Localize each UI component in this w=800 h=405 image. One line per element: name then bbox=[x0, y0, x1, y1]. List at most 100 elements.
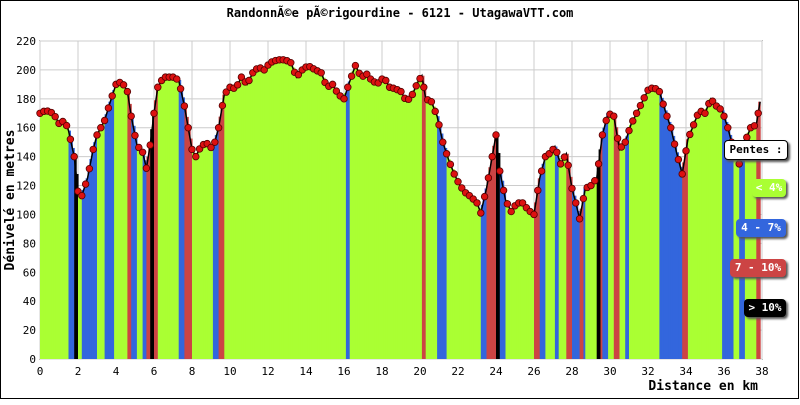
elevation-point bbox=[686, 130, 694, 139]
slope-bar bbox=[353, 65, 356, 359]
slope-bar bbox=[661, 97, 664, 359]
legend-item-gt10: > 10% bbox=[744, 299, 786, 317]
elevation-point bbox=[351, 61, 360, 70]
slope-bar bbox=[182, 97, 185, 359]
elevation-point bbox=[754, 109, 762, 117]
slope-bar bbox=[249, 76, 252, 360]
slope-bar bbox=[399, 90, 402, 360]
elevation-point bbox=[499, 186, 508, 195]
slope-bar bbox=[562, 157, 565, 359]
slope-bar bbox=[66, 125, 70, 360]
slope-bar bbox=[480, 204, 484, 359]
slope-bar bbox=[212, 142, 216, 359]
slope-bar bbox=[368, 76, 372, 360]
elevation-point bbox=[104, 104, 113, 112]
slope-bar bbox=[420, 75, 423, 359]
slope-bar bbox=[163, 77, 166, 360]
elevation-point bbox=[674, 155, 683, 164]
elevation-point bbox=[66, 135, 75, 143]
slope-bar bbox=[146, 156, 149, 359]
elevation-point bbox=[575, 215, 584, 223]
slope-bar bbox=[735, 154, 738, 359]
slope-bar bbox=[613, 116, 617, 359]
slope-bar bbox=[243, 79, 246, 359]
slope-bar bbox=[725, 121, 729, 359]
slope-bar bbox=[746, 132, 750, 359]
elevation-point bbox=[317, 69, 325, 77]
slope-bar bbox=[397, 89, 400, 359]
elevation-point bbox=[560, 153, 569, 161]
elevation-point bbox=[640, 94, 648, 102]
slope-bar bbox=[159, 80, 163, 359]
slope-bar bbox=[266, 65, 269, 359]
slope-bar bbox=[665, 110, 668, 359]
slope-bar bbox=[157, 83, 161, 359]
slope-bar bbox=[727, 127, 731, 360]
slope-bar bbox=[144, 160, 147, 359]
x-tick-label: 28 bbox=[565, 365, 578, 378]
slope-bar bbox=[581, 198, 584, 359]
elevation-point bbox=[442, 150, 451, 158]
slope-bar bbox=[328, 85, 332, 359]
slope-bar bbox=[724, 116, 727, 359]
slope-bar bbox=[275, 59, 279, 360]
slope-bar bbox=[91, 149, 94, 359]
elevation-point bbox=[382, 76, 390, 85]
slope-bar bbox=[526, 207, 529, 359]
slope-bar bbox=[344, 93, 347, 359]
slope-bar bbox=[55, 116, 58, 360]
slope-bar bbox=[473, 199, 476, 359]
y-tick-label: 40 bbox=[23, 295, 36, 308]
elevation-point bbox=[682, 147, 690, 155]
slope-bar bbox=[621, 144, 624, 359]
elevation-point bbox=[446, 160, 455, 169]
x-tick-label: 30 bbox=[603, 365, 616, 378]
slope-bar bbox=[496, 134, 499, 359]
slope-bar bbox=[140, 149, 144, 359]
slope-bar bbox=[684, 150, 687, 359]
elevation-point bbox=[530, 210, 538, 219]
elevation-point bbox=[636, 101, 645, 110]
slope-bar bbox=[551, 149, 554, 359]
slope-bar bbox=[321, 72, 324, 360]
slope-bar bbox=[178, 80, 182, 359]
elevation-point bbox=[667, 124, 675, 132]
elevation-point bbox=[184, 124, 192, 132]
x-tick-label: 4 bbox=[113, 365, 120, 378]
elevation-point bbox=[363, 70, 371, 78]
y-tick-label: 200 bbox=[16, 64, 36, 77]
slope-bar bbox=[345, 87, 349, 359]
slope-bar bbox=[748, 127, 752, 360]
slope-bar bbox=[374, 81, 377, 360]
slope-bar bbox=[699, 110, 702, 359]
elevation-point bbox=[192, 152, 200, 161]
slope-bar bbox=[524, 205, 527, 359]
slope-bar bbox=[389, 87, 393, 359]
slope-bar bbox=[230, 87, 233, 359]
slope-bar bbox=[277, 59, 280, 360]
elevation-point bbox=[123, 87, 132, 96]
legend-title: Pentes : bbox=[724, 140, 788, 160]
slope-bar bbox=[490, 156, 493, 359]
slope-bar bbox=[461, 187, 465, 359]
slope-bar bbox=[336, 91, 339, 359]
slope-bar bbox=[444, 147, 448, 359]
slope-bar bbox=[515, 202, 518, 359]
elevation-point bbox=[340, 95, 348, 103]
elevation-point bbox=[496, 167, 504, 175]
slope-bar bbox=[78, 191, 81, 359]
slope-bar bbox=[566, 153, 569, 359]
slope-bar bbox=[195, 152, 199, 359]
slope-bar bbox=[541, 163, 545, 359]
slope-bar bbox=[76, 173, 79, 359]
slope-bar bbox=[224, 92, 227, 359]
elevation-point bbox=[108, 92, 116, 100]
slope-bar bbox=[93, 142, 96, 359]
slope-bar bbox=[686, 139, 689, 359]
x-tick-label: 12 bbox=[261, 365, 274, 378]
slope-bar bbox=[560, 160, 564, 359]
elevation-point bbox=[138, 148, 147, 156]
elevation-point bbox=[556, 160, 565, 168]
slope-bar bbox=[361, 76, 364, 359]
